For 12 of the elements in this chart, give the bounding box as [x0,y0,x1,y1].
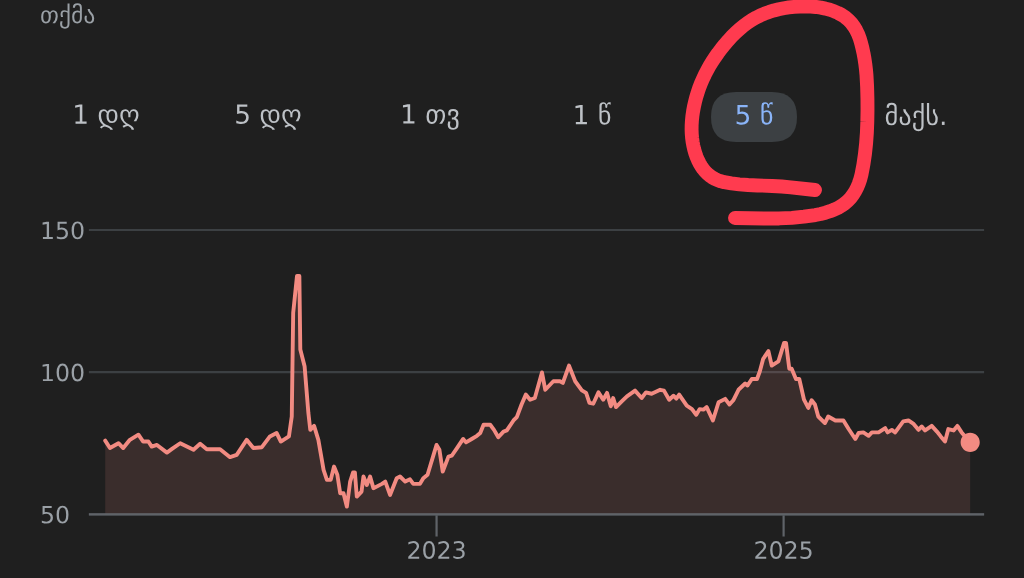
y-tick-label: 150 [42,221,84,240]
chart-title: თქმა [41,3,95,29]
text: 5 დღ [236,104,301,130]
x-tick-label: 2025 [755,541,812,559]
text: მაქს. [885,102,945,132]
y-tick-label: 100 [42,363,84,382]
text: 1 თვ [402,104,459,130]
x-tick-label: 2023 [408,541,465,559]
y-tick-label: 50 [41,505,69,524]
text: 1 წ [575,102,611,125]
text: 1 დღ [75,104,139,130]
text: 5 წ [736,102,773,125]
